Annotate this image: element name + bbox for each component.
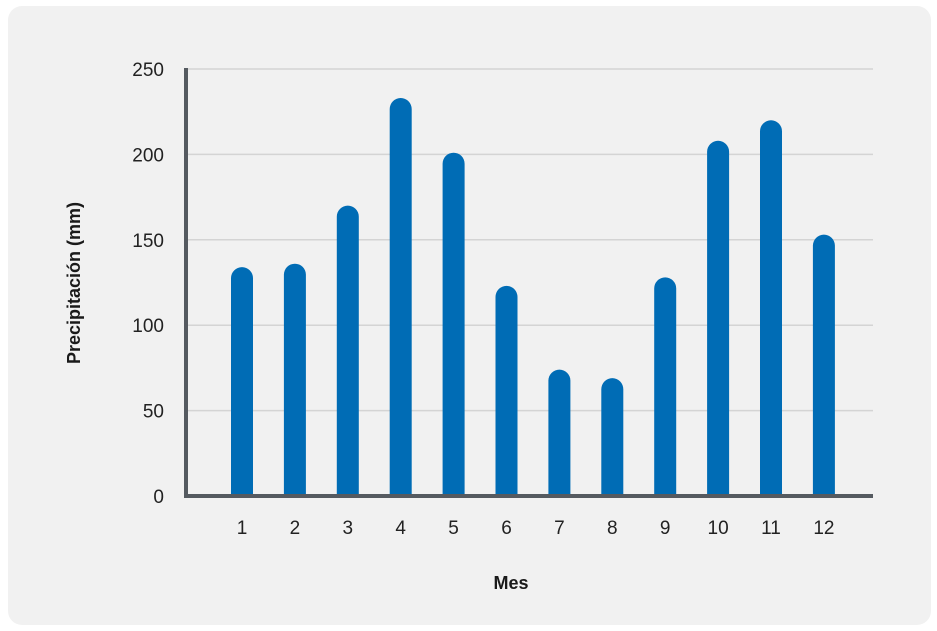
bar-4 — [389, 98, 412, 496]
bar-5 — [442, 152, 465, 496]
y-tick-label: 150 — [132, 231, 164, 252]
bar-12 — [812, 234, 835, 496]
y-axis-title: Precipitación (mm) — [64, 202, 84, 364]
x-axis-title: Mes — [493, 573, 528, 593]
x-tick-label: 5 — [448, 518, 459, 539]
bar-8 — [601, 378, 624, 496]
bars — [231, 98, 835, 496]
bar-11 — [760, 120, 782, 496]
x-tick-label: 1 — [237, 518, 248, 539]
x-tick-label: 10 — [708, 518, 729, 539]
axes — [184, 68, 873, 498]
x-tick-label: 6 — [501, 518, 512, 539]
bar-10 — [707, 140, 730, 496]
x-tick-label: 2 — [290, 518, 301, 539]
x-tick-label: 11 — [761, 518, 781, 539]
y-tick-label: 250 — [132, 60, 164, 81]
y-tick-label: 50 — [143, 402, 164, 423]
x-tick-label: 8 — [607, 518, 618, 539]
x-tick-label: 12 — [813, 518, 834, 539]
bar-7 — [548, 369, 571, 496]
y-tick-label: 100 — [132, 316, 164, 337]
bar-2 — [283, 263, 306, 496]
bar-3 — [336, 205, 359, 496]
y-tick-label: 0 — [153, 487, 164, 508]
bar-9 — [654, 277, 677, 496]
bar-1 — [231, 267, 253, 496]
y-tick-label: 200 — [132, 145, 164, 166]
bar-6 — [495, 285, 518, 496]
x-tick-label: 9 — [660, 518, 671, 539]
x-tick-label: 7 — [554, 518, 565, 539]
x-tick-label: 3 — [343, 518, 354, 539]
x-tick-label: 4 — [395, 518, 406, 539]
